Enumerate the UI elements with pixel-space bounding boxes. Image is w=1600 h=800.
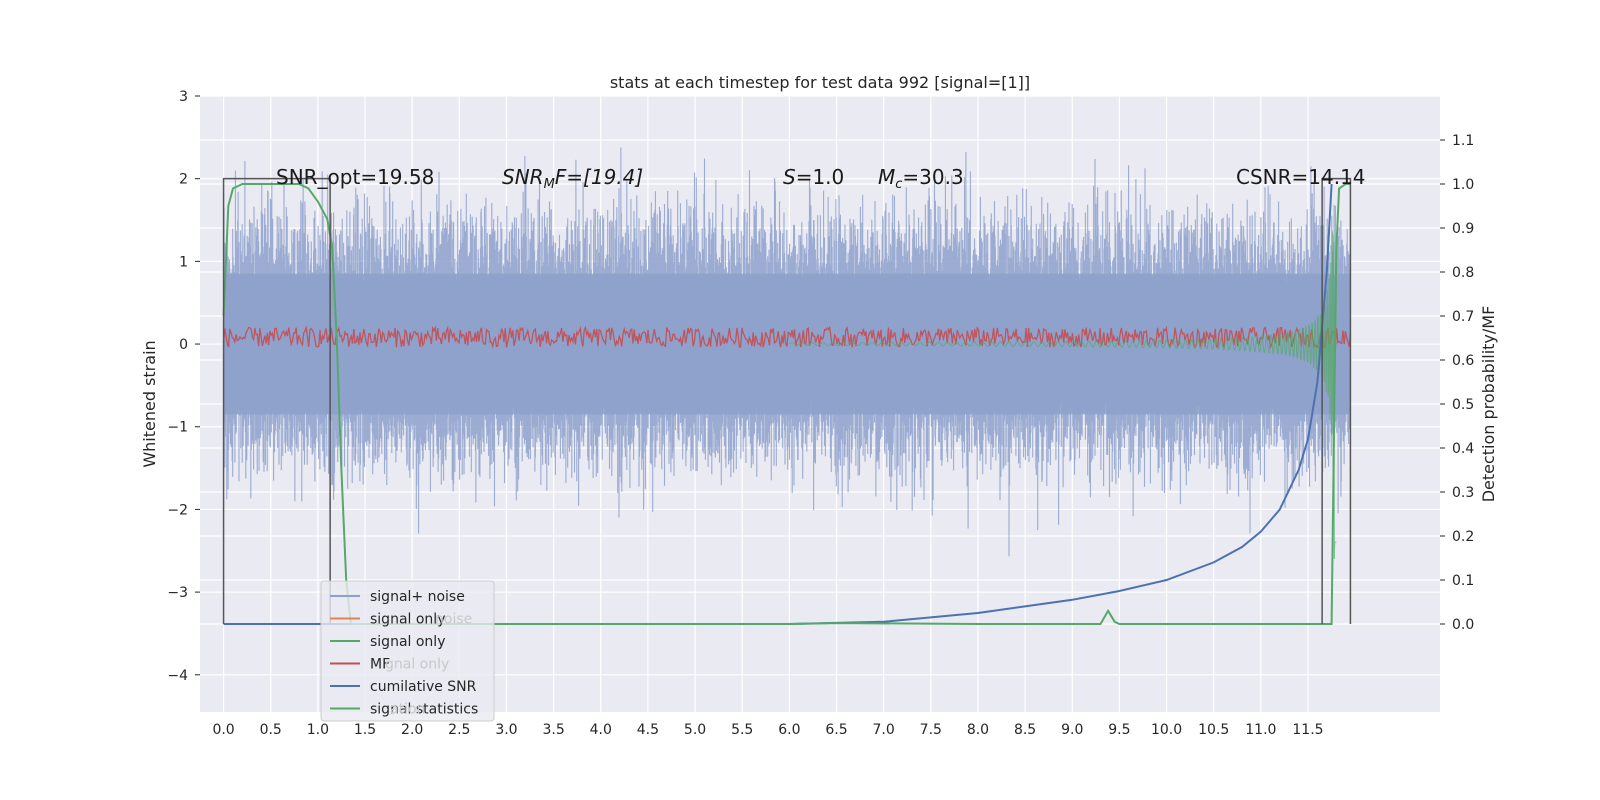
x-tick-label: 1.0 bbox=[307, 722, 329, 738]
y-right-tick-label: 0.8 bbox=[1452, 265, 1474, 281]
annotation-snr-mf-base: SNR bbox=[502, 165, 544, 189]
annotation-mc-sub: c bbox=[895, 177, 902, 192]
legend-label: signal statistics bbox=[370, 702, 478, 718]
x-tick-label: 7.0 bbox=[873, 722, 895, 738]
window-box bbox=[1321, 177, 1352, 624]
x-tick-label: 7.5 bbox=[920, 722, 942, 738]
annotation-mc-var: M bbox=[878, 165, 895, 189]
x-tick-label: 2.0 bbox=[401, 722, 423, 738]
annotation-s-rest: =1.0 bbox=[796, 165, 845, 189]
x-tick-label: 11.5 bbox=[1292, 722, 1323, 738]
x-tick-label: 10.5 bbox=[1198, 722, 1229, 738]
annotation-snr-opt: SNR_opt=19.58 bbox=[276, 165, 434, 189]
y-left-tick-label: 1 bbox=[179, 254, 188, 270]
annotation-s: S=1.0 bbox=[783, 165, 844, 189]
legend-box bbox=[320, 580, 495, 722]
annotation-csnr: CSNR=14.14 bbox=[1236, 165, 1366, 189]
x-tick-label: 9.0 bbox=[1061, 722, 1083, 738]
series-layer bbox=[222, 147, 1352, 625]
legend: signal+ noise signal only signal only MF cum… bbox=[320, 580, 495, 722]
annotation-mc: Mc=30.3 bbox=[878, 165, 964, 192]
x-tick-label: 5.0 bbox=[684, 722, 706, 738]
y-right-tick-label: 1.0 bbox=[1452, 177, 1474, 193]
x-tick-label: 3.5 bbox=[542, 722, 564, 738]
x-tick-label: 4.5 bbox=[637, 722, 659, 738]
y-axis-right: 1.1 1.0 0.9 0.8 0.7 0.6 0.5 0.4 0.3 0.2 0.1 0.0 bbox=[1440, 133, 1474, 633]
y-right-tick-label: 0.6 bbox=[1452, 353, 1474, 369]
y-left-tick-label: −3 bbox=[167, 585, 188, 601]
legend-ghost-text: gnal only bbox=[385, 657, 449, 673]
y-right-tick-label: 0.7 bbox=[1452, 309, 1474, 325]
window-boxes bbox=[222, 177, 1352, 624]
y-right-tick-label: 0.1 bbox=[1452, 573, 1474, 589]
x-tick-label: 2.5 bbox=[448, 722, 470, 738]
y-right-tick-label: 0.5 bbox=[1452, 397, 1474, 413]
y-left-tick-label: 2 bbox=[179, 172, 188, 188]
legend-ghost-text: noise bbox=[435, 612, 472, 628]
annotation-mc-rest: =30.3 bbox=[902, 165, 963, 189]
y-left-tick-label: −1 bbox=[167, 420, 188, 436]
y-left-tick-label: 0 bbox=[179, 337, 188, 353]
series-signal-only bbox=[789, 231, 1337, 560]
y-axis-right-label: Detection probability/MF bbox=[1479, 306, 1498, 503]
y-axis-left: 3 2 1 0 −1 −2 −3 −4 bbox=[167, 89, 200, 684]
x-tick-label: 6.0 bbox=[778, 722, 800, 738]
x-tick-label: 8.5 bbox=[1014, 722, 1036, 738]
legend-label: cumilative SNR bbox=[370, 679, 477, 695]
legend-label: signal only bbox=[370, 634, 445, 650]
y-right-tick-label: 1.1 bbox=[1452, 133, 1474, 149]
x-tick-label: 4.0 bbox=[590, 722, 612, 738]
y-right-tick-label: 0.2 bbox=[1452, 529, 1474, 545]
y-left-tick-label: −2 bbox=[167, 502, 188, 518]
annotation-snr-mf-sub: M bbox=[544, 177, 555, 192]
x-tick-label: 8.0 bbox=[967, 722, 989, 738]
legend-label: signal+ noise bbox=[370, 589, 465, 605]
y-left-tick-label: −4 bbox=[167, 668, 188, 684]
annotation-s-var: S bbox=[783, 165, 796, 189]
annotation-snr-mf: SNRMF=[19.4] bbox=[502, 165, 643, 192]
y-left-tick-label: 3 bbox=[179, 89, 188, 105]
chart-title: stats at each timestep for test data 992… bbox=[610, 73, 1030, 92]
x-tick-label: 0.0 bbox=[212, 722, 234, 738]
x-tick-label: 0.5 bbox=[260, 722, 282, 738]
window-box bbox=[222, 177, 331, 624]
y-right-tick-label: 0.9 bbox=[1452, 221, 1474, 237]
legend-ghost-text: ation bbox=[390, 702, 425, 718]
x-tick-label: 3.0 bbox=[495, 722, 517, 738]
y-right-tick-label: 0.4 bbox=[1452, 441, 1474, 457]
y-right-tick-label: 0.0 bbox=[1452, 617, 1474, 633]
y-axis-left-label: Whitened strain bbox=[140, 340, 159, 467]
x-tick-label: 11.0 bbox=[1245, 722, 1276, 738]
legend-label: signal only bbox=[370, 612, 445, 628]
x-tick-label: 1.5 bbox=[354, 722, 376, 738]
y-right-tick-label: 0.3 bbox=[1452, 485, 1474, 501]
x-tick-label: 9.5 bbox=[1108, 722, 1130, 738]
annotation-snr-mf-rest: F=[19.4] bbox=[555, 165, 643, 189]
series-mf bbox=[222, 325, 1352, 350]
legend-label: MF bbox=[370, 657, 390, 673]
series-cumilative-snr bbox=[223, 183, 1333, 625]
x-tick-label: 6.5 bbox=[825, 722, 847, 738]
x-axis: 0.0 0.5 1.0 1.5 2.0 2.5 3.0 3.5 4.0 4.5 5.0 5.5 6.0 6… bbox=[212, 722, 1323, 738]
x-tick-label: 10.0 bbox=[1151, 722, 1182, 738]
x-tick-label: 5.5 bbox=[731, 722, 753, 738]
